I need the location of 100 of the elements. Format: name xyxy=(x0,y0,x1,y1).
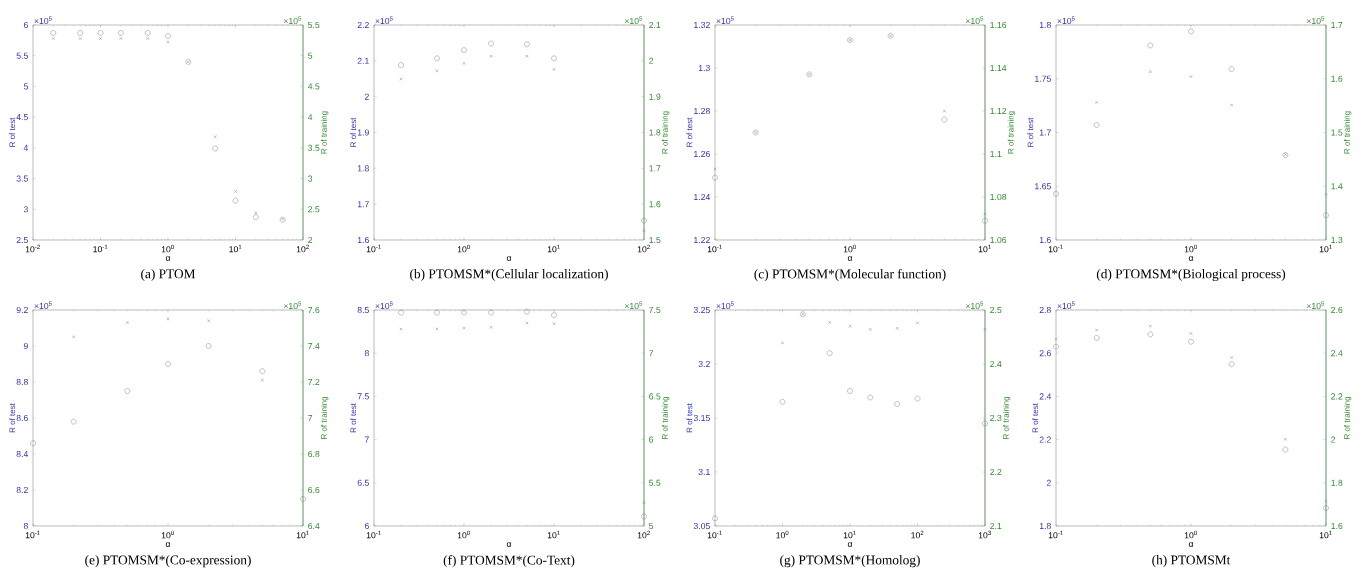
y2-tick-label: 2.3 xyxy=(990,414,1002,422)
text: ×10$^{5}$ xyxy=(34,16,52,25)
x-axis-title: α xyxy=(165,542,171,547)
x-axis-title: α xyxy=(165,256,171,261)
y2-tick-label: 6 xyxy=(649,436,654,443)
y2-tick-label: 2.5 xyxy=(308,206,320,213)
y-tick-label: 7 xyxy=(364,436,369,443)
y2-axis-title: R of training xyxy=(320,111,329,154)
x-tick-label: 10$^{1}$ xyxy=(1319,244,1332,253)
y2-axis-title: R of training xyxy=(661,111,670,154)
y-tick-label: 8.2 xyxy=(16,486,28,494)
y-tick-label: 9.2 xyxy=(16,306,28,314)
text: (h) PTOMSMt xyxy=(1152,555,1231,568)
x-tick-label: 10$^{1}$ xyxy=(843,530,856,539)
text: ×10$^{5}$ xyxy=(1306,301,1325,310)
y2-tick-label: 6.4 xyxy=(308,522,320,530)
y2-tick-label: 1.14 xyxy=(990,65,1007,71)
y2-tick-label: 5.5 xyxy=(308,21,320,29)
y2-tick-label: 1.7 xyxy=(649,165,661,172)
x-tick-label: 10$^{0}$ xyxy=(776,530,789,539)
y2-tick-label: 1.6 xyxy=(1331,75,1343,82)
y-tick-label: 1.28 xyxy=(694,107,710,115)
x-tick-label: 10$^{1}$ xyxy=(229,244,242,253)
y-tick-label: 1.75 xyxy=(1035,75,1051,82)
y-tick-label: 2.2 xyxy=(1039,436,1051,443)
text: ×10$^{5}$ xyxy=(716,301,734,310)
y2-tick-label: 2.4 xyxy=(1331,350,1343,357)
y2-tick-label: 2.5 xyxy=(990,306,1002,314)
y2-tick-label: 1.12 xyxy=(990,107,1007,115)
y2-tick-label: 4 xyxy=(307,114,313,121)
y-tick-label: 1.26 xyxy=(694,150,710,158)
text: (b) PTOMSM*(Cellular localization) xyxy=(410,268,608,282)
y-tick-label: 2 xyxy=(1046,479,1051,486)
x-axis-title: α xyxy=(506,256,512,261)
y-tick-label: 1.7 xyxy=(357,201,369,208)
x-tick-label: 10$^{-1}$ xyxy=(25,530,40,539)
x-axis-title: α xyxy=(847,256,853,261)
text: ×10$^{5}$ xyxy=(624,301,643,310)
y-axis-title: R of test xyxy=(350,117,357,147)
y-axis-title: R of test xyxy=(9,117,16,147)
x-tick-label: 10$^{-1}$ xyxy=(93,244,108,253)
y2-tick-label: 1.4 xyxy=(1331,183,1343,190)
y-tick-label: 3.1 xyxy=(698,468,710,476)
text: (a) PTOM xyxy=(141,268,196,282)
text: ×10$^{5}$ xyxy=(965,16,984,25)
x-tick-label: 10$^{0}$ xyxy=(843,244,856,253)
y-tick-label: 3 xyxy=(23,206,28,213)
text: ×10$^{5}$ xyxy=(716,16,734,25)
y-tick-label: 3.2 xyxy=(698,360,710,368)
text: (f) PTOMSM*(Co-Text) xyxy=(443,555,575,568)
y2-tick-label: 7 xyxy=(308,415,313,421)
y-tick-label: 2.1 xyxy=(357,57,369,64)
x-tick-label: 10$^{0}$ xyxy=(457,244,470,253)
x-tick-label: 10$^{-1}$ xyxy=(1048,244,1063,253)
y2-tick-label: 2.6 xyxy=(1331,306,1343,314)
y2-tick-label: 2 xyxy=(1331,436,1336,443)
y2-tick-label: 1.6 xyxy=(649,201,661,208)
y2-tick-label: 2 xyxy=(308,236,313,244)
x-tick-label: 10$^{-2}$ xyxy=(25,244,40,253)
x-tick-label: 10$^{-1}$ xyxy=(366,244,381,253)
y-tick-label: 3.25 xyxy=(693,306,710,314)
y-tick-label: 8.8 xyxy=(16,378,28,386)
y2-tick-label: 6.6 xyxy=(308,486,320,494)
x-tick-label: 10$^{1}$ xyxy=(978,244,991,253)
y-tick-label: 3.5 xyxy=(16,175,28,182)
x-tick-label: 10$^{1}$ xyxy=(547,530,560,539)
text: ×10$^{5}$ xyxy=(283,16,302,25)
y2-tick-label: 2.4 xyxy=(990,360,1002,368)
y2-tick-label: 1.6 xyxy=(1331,522,1343,530)
y2-axis-title: R of training xyxy=(1343,111,1352,154)
y-tick-label: 7.5 xyxy=(357,393,369,400)
y2-tick-label: 1.16 xyxy=(990,21,1007,29)
x-tick-label: 10$^{0}$ xyxy=(161,244,174,253)
y-tick-label: 2.5 xyxy=(16,236,28,244)
y2-tick-label: 5 xyxy=(649,522,654,530)
text: ×10$^{5}$ xyxy=(375,16,393,25)
y-tick-label: 5 xyxy=(23,83,28,90)
y-tick-label: 9 xyxy=(23,342,28,350)
x-axis-title: α xyxy=(1188,542,1194,547)
y-tick-label: 1.24 xyxy=(694,193,711,201)
y2-axis-title: R of training xyxy=(320,396,329,439)
y-tick-label: 1.7 xyxy=(1039,129,1051,136)
y2-tick-label: 1.8 xyxy=(649,129,661,136)
y2-tick-label: 2.1 xyxy=(649,21,661,29)
y-tick-label: 1.65 xyxy=(1035,183,1051,190)
y-axis-title: R of test xyxy=(350,403,357,433)
y-tick-label: 1.8 xyxy=(1039,522,1051,530)
y2-tick-label: 1.5 xyxy=(1331,129,1343,136)
y-tick-label: 1.8 xyxy=(1039,21,1051,29)
y2-tick-label: 6.8 xyxy=(308,450,320,458)
text: (g) PTOMSM*(Homolog) xyxy=(780,555,920,568)
x-tick-label: 10$^{0}$ xyxy=(1184,530,1197,539)
text: ×10$^{5}$ xyxy=(375,301,393,310)
y2-tick-label: 1.06 xyxy=(990,236,1007,244)
y-tick-label: 2.2 xyxy=(357,21,369,29)
text: ×10$^{5}$ xyxy=(34,301,52,310)
y-tick-label: 1.8 xyxy=(357,165,369,172)
x-axis-title: α xyxy=(506,542,512,547)
y-axis-title: R of test xyxy=(9,403,16,433)
y-tick-label: 8 xyxy=(23,522,28,530)
